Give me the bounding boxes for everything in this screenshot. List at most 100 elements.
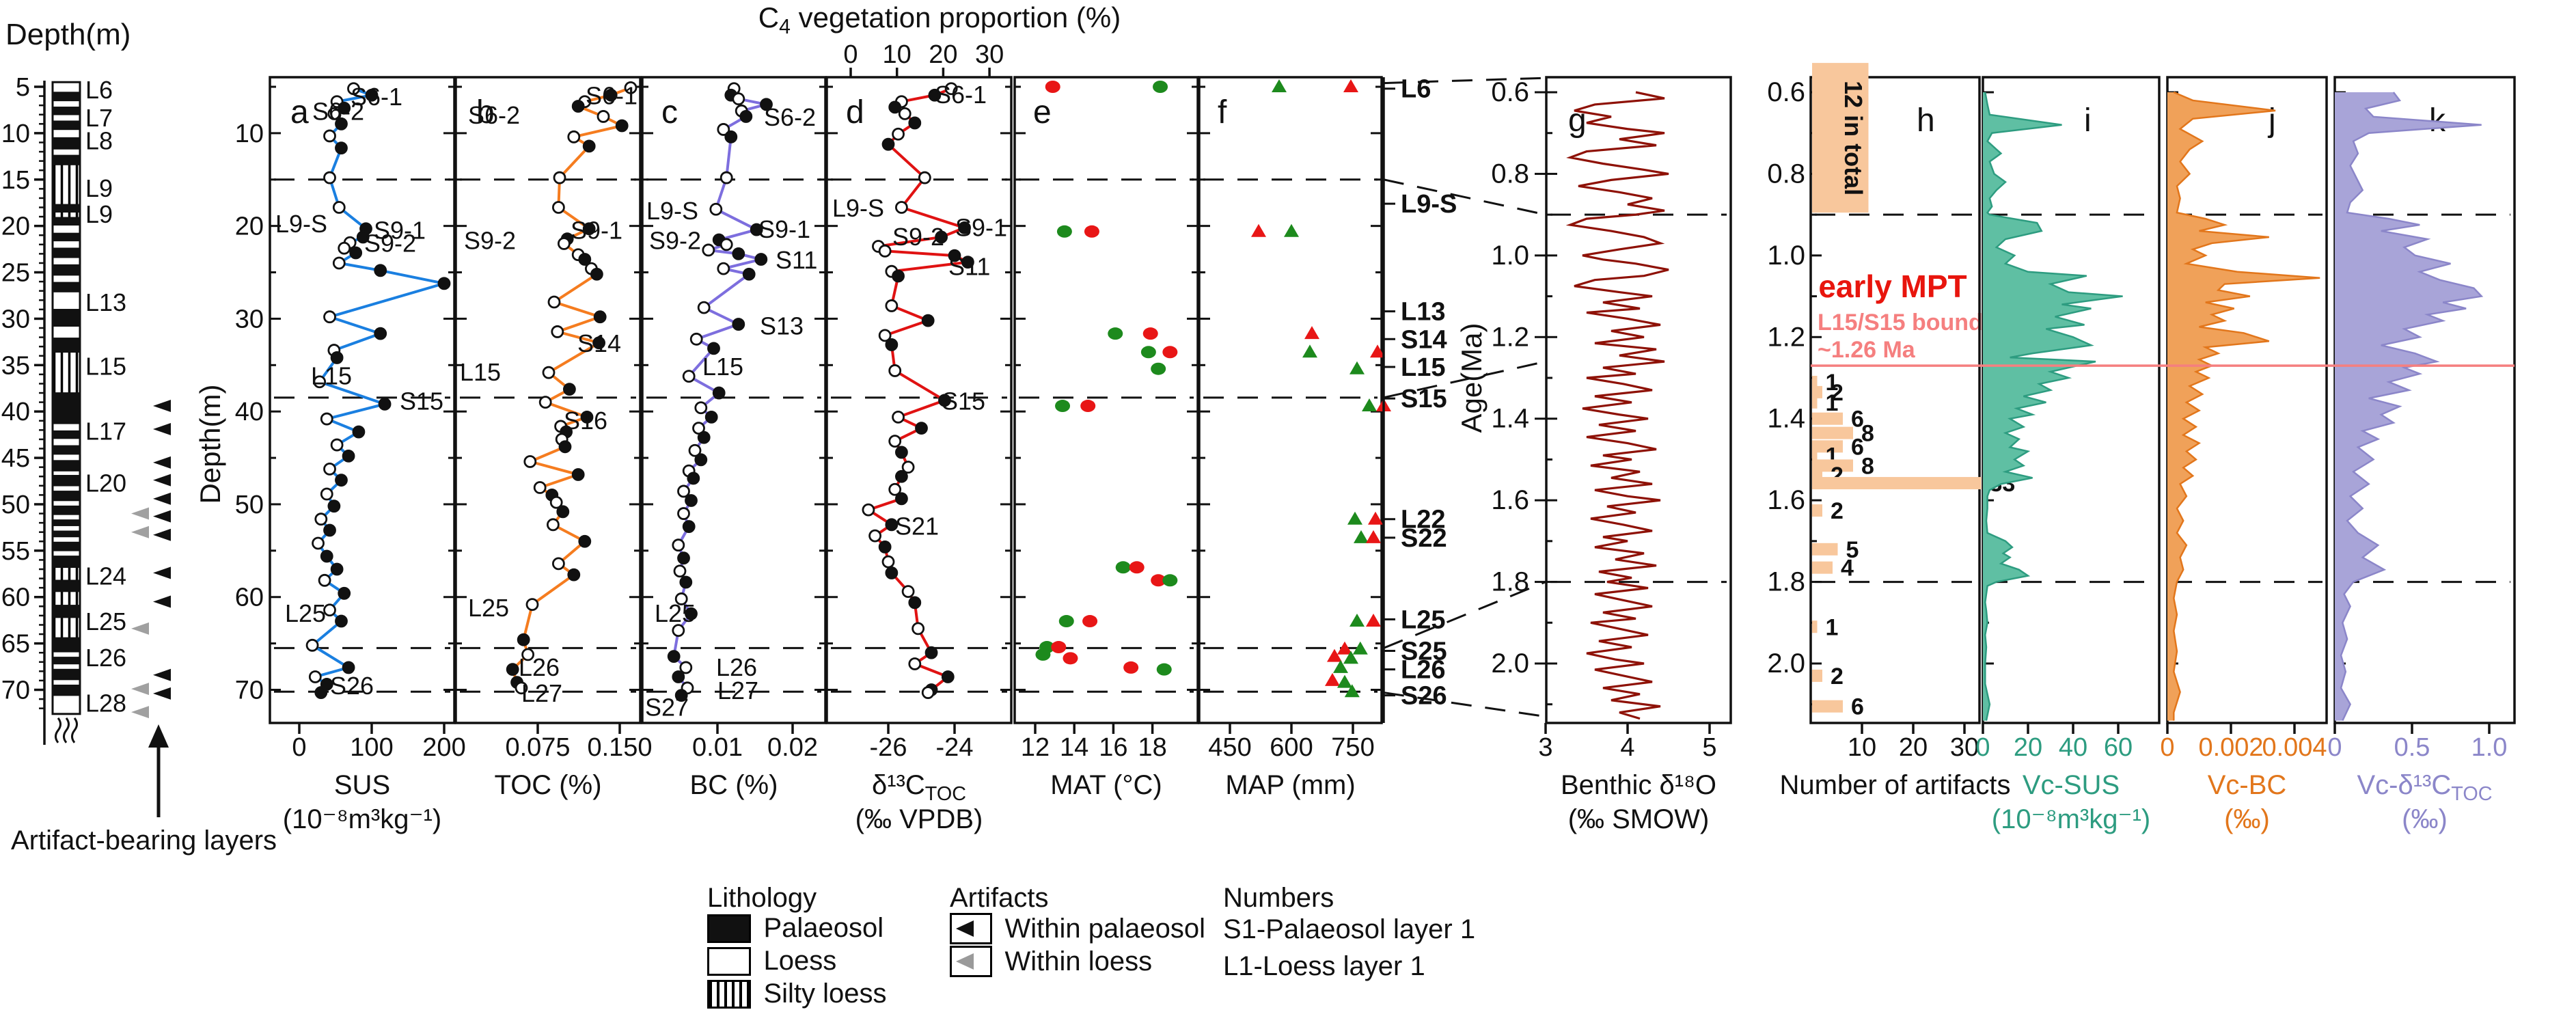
litho-label: L20	[85, 469, 126, 497]
artifact-triangle-black-icon	[153, 474, 171, 487]
axis-title: Vc-BC	[2208, 770, 2287, 800]
artifact-triangle-black-icon	[153, 422, 171, 435]
panel-c-annotation: S11	[776, 246, 817, 274]
panel-f-triangle	[1251, 223, 1266, 237]
panel-a-marker	[338, 586, 351, 600]
artifact-bar-label: 2	[1831, 664, 1844, 689]
legend-artifacts-title: Artifacts	[950, 883, 1049, 913]
litho-label: L25	[85, 607, 126, 635]
panel-f-triangle	[1337, 641, 1352, 655]
panel-e-dot	[1156, 663, 1172, 676]
panel-b-marker	[590, 267, 603, 281]
layer-label: S22	[1401, 524, 1447, 553]
litho-layer	[52, 232, 81, 242]
panel-c-marker	[682, 520, 696, 533]
panel-a-frame	[269, 76, 456, 724]
panel-b-marker	[517, 633, 530, 646]
panel-a-marker	[323, 171, 336, 184]
panel-c-marker	[672, 670, 685, 683]
x-tick-label: 0.150	[587, 733, 652, 762]
artifact-bar	[1812, 459, 1853, 472]
panel-f-triangle	[1337, 674, 1352, 688]
artifact-bar	[1812, 561, 1833, 574]
litho-layer	[52, 556, 81, 569]
panel-e-dot	[1153, 81, 1168, 93]
depth-ruler-label: 30	[1, 305, 30, 333]
panel-a-depth-label: 10	[235, 120, 264, 148]
depth-ruler-label: 5	[16, 73, 30, 102]
x-tick-label: 0.002	[2198, 733, 2263, 762]
litho-layer	[52, 491, 81, 502]
layer-label: L25	[1401, 605, 1445, 634]
panel-c-marker	[677, 507, 690, 520]
panel-b-marker	[515, 681, 528, 695]
litho-layer	[52, 240, 81, 249]
x-tick-label: 0.5	[2394, 733, 2430, 762]
x-tick-label: 5	[1702, 733, 1716, 762]
age-axis-title: Age(Ma)	[1455, 323, 1488, 433]
depth-age-connector	[1383, 692, 1546, 718]
panel-c-marker	[724, 130, 738, 143]
litho-layer	[52, 663, 81, 670]
panel-d-marker	[901, 461, 915, 474]
panel-letter-h: h	[1917, 102, 1935, 139]
litho-layer	[52, 81, 81, 93]
panel-f-triangle	[1349, 614, 1365, 627]
panel-f-triangle	[1325, 672, 1340, 686]
panel-d-marker	[908, 657, 922, 670]
panel-a-marker	[356, 230, 370, 244]
litho-layer	[52, 247, 81, 258]
x-tick-label: 0.004	[2262, 733, 2327, 762]
panel-d-marker	[888, 482, 902, 496]
artifact-bar	[1812, 543, 1838, 556]
panel-a-marker	[320, 412, 333, 426]
panel-b-marker	[521, 648, 534, 661]
panel-a-marker	[314, 512, 328, 526]
panel-c-marker	[679, 661, 693, 674]
litho-label: L13	[85, 288, 126, 316]
panel-e-dot	[1162, 346, 1178, 359]
panel-c-marker	[742, 267, 756, 281]
x-tick-label: 4	[1620, 733, 1634, 762]
panel-f-triangle	[1272, 79, 1287, 92]
panel-d-marker	[888, 364, 902, 377]
panel-d-marker	[912, 622, 925, 635]
x-tick-label: 3	[1538, 733, 1552, 762]
litho-layer	[52, 325, 81, 339]
panel-a-marker	[374, 327, 387, 340]
artifact-bar	[1812, 700, 1843, 713]
panel-d-marker	[938, 394, 951, 407]
x-tick-label: 450	[1208, 733, 1251, 762]
panel-d-marker	[868, 529, 881, 543]
panel-f-triangle	[1352, 641, 1368, 655]
panel-e-frame	[1013, 76, 1199, 724]
panel-d-series-line	[865, 87, 973, 694]
litho-layer	[52, 679, 81, 686]
panel-c-marker	[674, 689, 688, 702]
artifact-bar-label: 2	[1831, 380, 1844, 406]
panel-c-marker	[750, 223, 763, 236]
panel-a-marker	[378, 397, 392, 411]
panel-f-triangle	[1302, 344, 1317, 358]
age-axis2-label: 0.6	[1767, 77, 1805, 107]
panel-c-marker	[697, 301, 711, 314]
loess-swatch	[707, 946, 751, 976]
litho-layer	[52, 257, 81, 266]
panel-d-marker	[961, 256, 974, 269]
panel-b-marker	[549, 495, 563, 509]
panel-a-marker	[312, 536, 325, 550]
panel-d-marker	[928, 88, 942, 102]
artifact-bar	[1812, 375, 1818, 388]
panel-b-annotation: S14	[577, 329, 621, 357]
panel-letter-d: d	[846, 94, 864, 131]
panel-c-annotation: L25	[655, 599, 696, 627]
panel-e-dot	[1115, 561, 1131, 574]
artifact-triangle-black-icon	[153, 528, 171, 541]
litho-layer	[52, 445, 81, 455]
age-axis-label: 1.2	[1491, 322, 1529, 352]
litho-layer	[52, 514, 81, 521]
panel-d-marker	[888, 435, 902, 448]
x-tick-label: 0.075	[505, 733, 570, 762]
panel-d-marker	[885, 338, 899, 351]
panel-e-dot	[1108, 327, 1123, 340]
